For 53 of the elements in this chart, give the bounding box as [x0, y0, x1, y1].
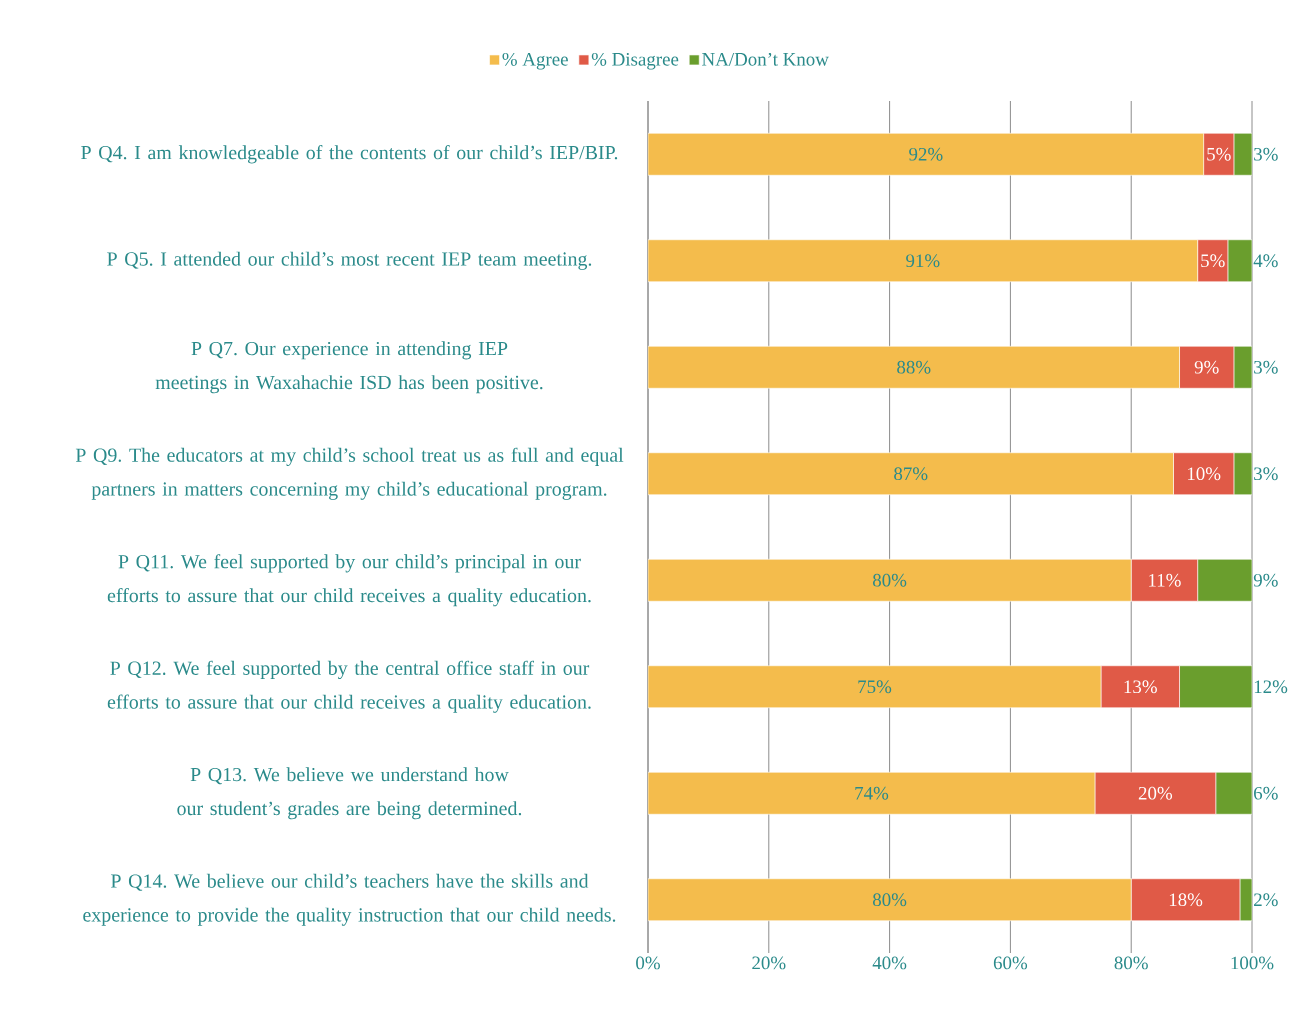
- data-label: 80%: [872, 573, 907, 587]
- bar: [648, 558, 1132, 602]
- data-label: 18%: [1169, 893, 1203, 907]
- bar: [648, 345, 1180, 389]
- data-label: 20%: [1138, 786, 1173, 800]
- data-label: 3%: [1254, 360, 1278, 374]
- data-label: 9%: [1194, 360, 1219, 374]
- data-label: 2%: [1254, 893, 1278, 907]
- bar: [648, 452, 1174, 496]
- data-label: 80%: [872, 893, 907, 907]
- y-tick-label: P Q9. The educators at my child’s school treat us as full and equal partners in matters concerning my child’s educational program.: [75, 447, 624, 500]
- data-label: 9%: [1253, 573, 1278, 587]
- data-label: 88%: [897, 360, 931, 374]
- data-label: 3%: [1254, 467, 1278, 481]
- data-label: 92%: [909, 147, 943, 161]
- x-tick-label: 20%: [752, 956, 786, 970]
- y-tick-label: P Q11. We feel supported by our child’s principal in our efforts to assure that our child receives a quality education.: [107, 554, 591, 607]
- x-tick-label: 100%: [1231, 956, 1274, 970]
- data-label: 91%: [906, 254, 940, 268]
- legend-label: NA/Don’t Know: [702, 52, 829, 66]
- bar: [648, 878, 1132, 922]
- data-label: 12%: [1254, 680, 1288, 694]
- bar: [648, 771, 1096, 815]
- bar: [648, 132, 1204, 176]
- legend-label: % Agree: [502, 52, 568, 70]
- data-label: 5%: [1201, 254, 1225, 268]
- bar: [1179, 665, 1253, 709]
- y-tick-label: P Q4. I am knowledgeable of the contents of our child’s IEP/BIP.: [81, 145, 618, 164]
- bar: [1197, 558, 1253, 602]
- data-label: 4%: [1253, 254, 1278, 268]
- data-label: 6%: [1254, 786, 1278, 800]
- data-label: 3%: [1254, 147, 1278, 161]
- x-tick-label: 60%: [993, 956, 1028, 970]
- y-tick-label: P Q14. We believe our child’s teachers have the skills and experience to provide the quality instruction that our child needs.: [83, 873, 616, 926]
- data-label: 10%: [1188, 467, 1221, 481]
- y-tick-label: P Q5. I attended our child’s most recent IEP team meeting.: [107, 251, 592, 270]
- bar: [1215, 771, 1253, 815]
- x-tick-label: 0%: [636, 956, 660, 970]
- bar: [648, 665, 1102, 709]
- y-tick-label: P Q13. We believe we understand how our student’s grades are being determined.: [177, 767, 522, 820]
- x-tick-label: 40%: [872, 956, 907, 970]
- bar: [1227, 239, 1253, 283]
- data-label: 75%: [858, 680, 892, 694]
- data-label: 11%: [1149, 573, 1181, 587]
- data-label: 87%: [894, 467, 928, 481]
- bar: [648, 239, 1198, 283]
- data-label: 13%: [1124, 680, 1157, 694]
- x-tick-label: 80%: [1114, 956, 1148, 970]
- y-tick-label: P Q7. Our experience in attending IEP meetings in Waxahachie ISD has been positive.: [155, 341, 543, 394]
- data-label: 5%: [1207, 147, 1231, 161]
- y-tick-label: P Q12. We feel supported by the central office staff in our efforts to assure that our child receives a quality education.: [107, 660, 591, 713]
- legend-label: % Disagree: [591, 52, 679, 70]
- data-label: 74%: [855, 786, 889, 800]
